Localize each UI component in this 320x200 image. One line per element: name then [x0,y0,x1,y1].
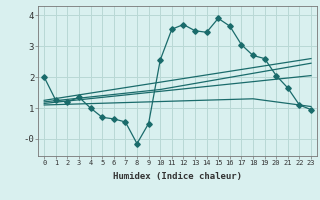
X-axis label: Humidex (Indice chaleur): Humidex (Indice chaleur) [113,172,242,181]
